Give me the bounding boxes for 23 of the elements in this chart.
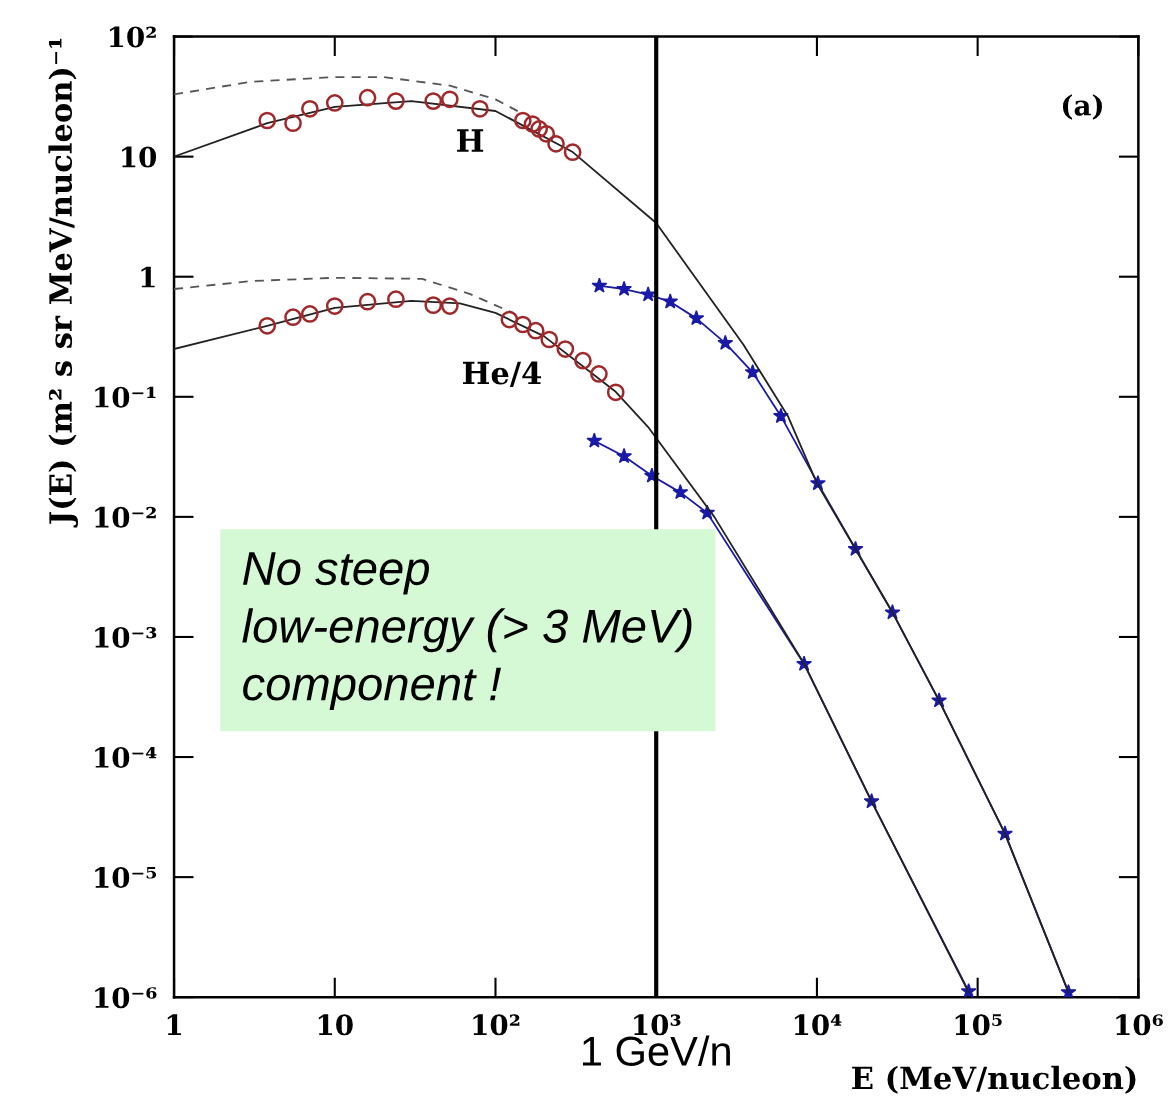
annotation: (a) [1062, 94, 1102, 120]
x-tick-label: 1 [167, 1014, 181, 1035]
y-tick-label: 10⁻¹ [95, 386, 156, 408]
x-tick-label: 10 [318, 1014, 353, 1036]
y-tick-label: 10⁻⁴ [95, 746, 157, 768]
y-tick-label: 10⁻³ [95, 626, 157, 648]
x-tick-label: 10⁶ [1116, 1014, 1163, 1036]
y-tick-label: 10 [122, 146, 157, 168]
y-tick-label: 10⁻⁶ [95, 987, 157, 1009]
x-axis-title: E (MeV/nucleon) [852, 1065, 1136, 1094]
ref-line-label: 1 GeV/n [582, 1035, 730, 1067]
x-tick-label: 10⁴ [794, 1014, 842, 1036]
y-tick-label: 1 [141, 266, 155, 288]
annotation: He/4 [462, 361, 542, 387]
x-tick-label: 10² [473, 1014, 520, 1036]
y-tick-label: 10⁻² [95, 506, 156, 528]
y-tick-label: 10² [109, 26, 156, 48]
annotation: No steep low-energy (> 3 MeV) component ! [242, 552, 692, 710]
x-tick-label: 10⁵ [955, 1014, 1002, 1036]
y-axis-title: J(E) (m² s sr MeV/nucleon)⁻¹ [48, 38, 79, 528]
x-tick-label: 10³ [634, 1014, 681, 1036]
y-tick-label: 10⁻⁵ [95, 867, 157, 889]
annotation: H [457, 129, 484, 152]
